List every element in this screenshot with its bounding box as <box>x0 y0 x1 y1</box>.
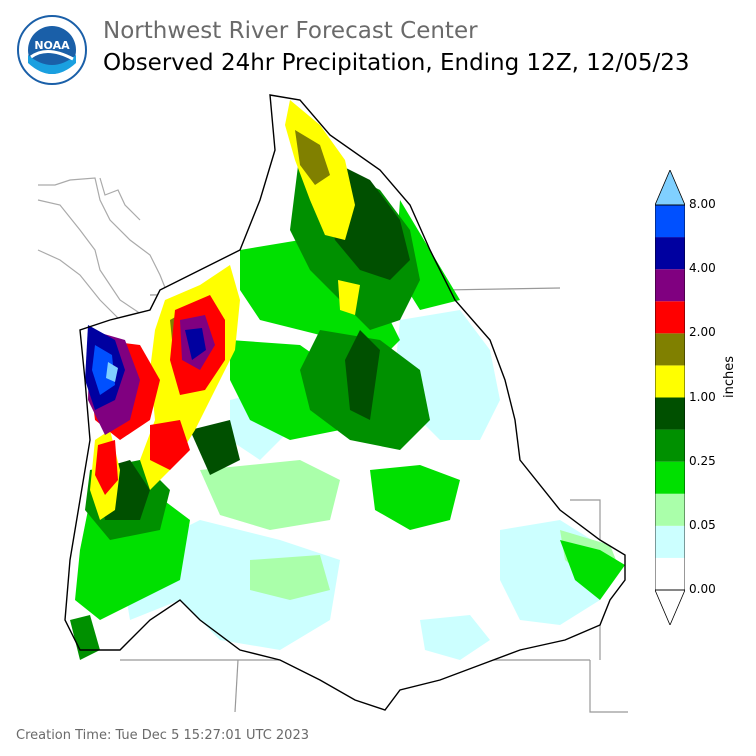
colorbar-segments <box>655 205 685 590</box>
colorbar-tick-label: 4.00 <box>689 261 716 276</box>
colorbar-tick-label: 0.05 <box>689 517 716 532</box>
precip-8-00 <box>106 362 118 382</box>
colorbar-segment <box>655 429 685 462</box>
logo-text: NOAA <box>34 39 70 52</box>
org-title: Northwest River Forecast Center <box>103 18 478 44</box>
coastline-lines <box>37 177 176 341</box>
basin-outline <box>64 94 626 711</box>
map-title: Observed 24hr Precipitation, Ending 12Z,… <box>103 50 690 76</box>
colorbar-segment <box>655 365 685 398</box>
colorbar-segment <box>655 397 685 430</box>
colorbar-bottom-arrow <box>655 589 685 625</box>
colorbar-segment <box>655 493 685 526</box>
colorbar-tick-label: 8.00 <box>689 197 716 211</box>
colorbar-segment <box>655 461 685 494</box>
colorbar-segment <box>655 333 685 366</box>
colorbar-tick-label: 2.00 <box>689 325 716 340</box>
colorbar <box>655 170 685 625</box>
colorbar-segment <box>655 557 685 590</box>
colorbar-tick-label: 0.00 <box>689 582 716 596</box>
colorbar-segment <box>655 205 685 238</box>
colorbar-tick-label: 1.00 <box>689 389 716 404</box>
creation-time: Creation Time: Tue Dec 5 15:27:01 UTC 20… <box>16 728 309 743</box>
precip-bright-blue <box>92 345 115 395</box>
precipitation-map <box>37 94 628 713</box>
colorbar-segment <box>655 269 685 302</box>
colorbar-tick-label: 0.25 <box>689 453 716 468</box>
noaa-logo-icon: NOAA <box>17 15 87 85</box>
colorbar-segment <box>655 237 685 270</box>
colorbar-top-arrow <box>655 170 685 206</box>
colorbar-segment <box>655 525 685 558</box>
colorbar-frame <box>655 204 685 591</box>
colorbar-segment <box>655 301 685 334</box>
colorbar-unit: inches <box>722 355 737 398</box>
